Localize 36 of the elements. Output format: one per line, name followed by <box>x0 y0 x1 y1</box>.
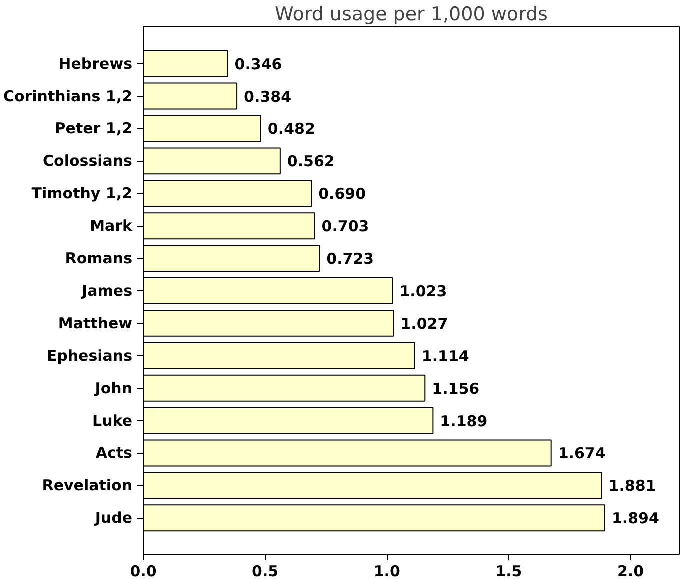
y-tick-label: Ephesians <box>46 346 133 365</box>
y-tick-label: Mark <box>90 217 134 236</box>
data-label: 0.703 <box>322 218 370 236</box>
data-label: 1.156 <box>432 380 480 398</box>
x-tick-label: 2.0 <box>617 562 644 579</box>
data-label: 0.723 <box>326 250 374 268</box>
y-tick-label: James <box>81 282 133 300</box>
y-tick-label: Hebrews <box>58 54 133 73</box>
data-label: 0.346 <box>234 55 282 74</box>
y-tick-label: John <box>94 379 133 398</box>
y-tick-label: Peter 1,2 <box>54 120 132 138</box>
x-tick-label: 0.5 <box>252 562 279 579</box>
x-tick-label: 0.0 <box>130 562 157 579</box>
y-tick-label: Acts <box>96 444 133 462</box>
y-tick-label: Romans <box>65 250 133 268</box>
y-tick-label: Jude <box>94 509 132 528</box>
data-label: 0.690 <box>318 185 366 204</box>
y-tick-label: Corinthians 1,2 <box>3 87 132 106</box>
y-tick-label: Luke <box>92 412 132 430</box>
data-label: 0.562 <box>287 152 335 171</box>
chart-title: Word usage per 1,000 words <box>275 4 548 26</box>
data-label: 1.881 <box>608 477 656 496</box>
y-tick-label: Colossians <box>43 152 133 170</box>
data-label: 1.674 <box>558 444 606 463</box>
data-label: 0.384 <box>244 88 292 106</box>
y-tick-label: Revelation <box>42 476 132 495</box>
y-tick-label: Timothy 1,2 <box>32 184 133 203</box>
data-label: 1.894 <box>612 510 660 528</box>
data-label: 0.482 <box>268 120 316 138</box>
y-tick-label: Matthew <box>58 314 133 332</box>
x-tick-label: 1.5 <box>496 562 522 579</box>
data-label: 1.114 <box>422 347 470 366</box>
data-label: 1.189 <box>440 412 488 430</box>
data-label: 1.023 <box>400 282 448 300</box>
x-tick-label: 1.0 <box>374 562 400 579</box>
data-label: 1.027 <box>400 314 448 333</box>
